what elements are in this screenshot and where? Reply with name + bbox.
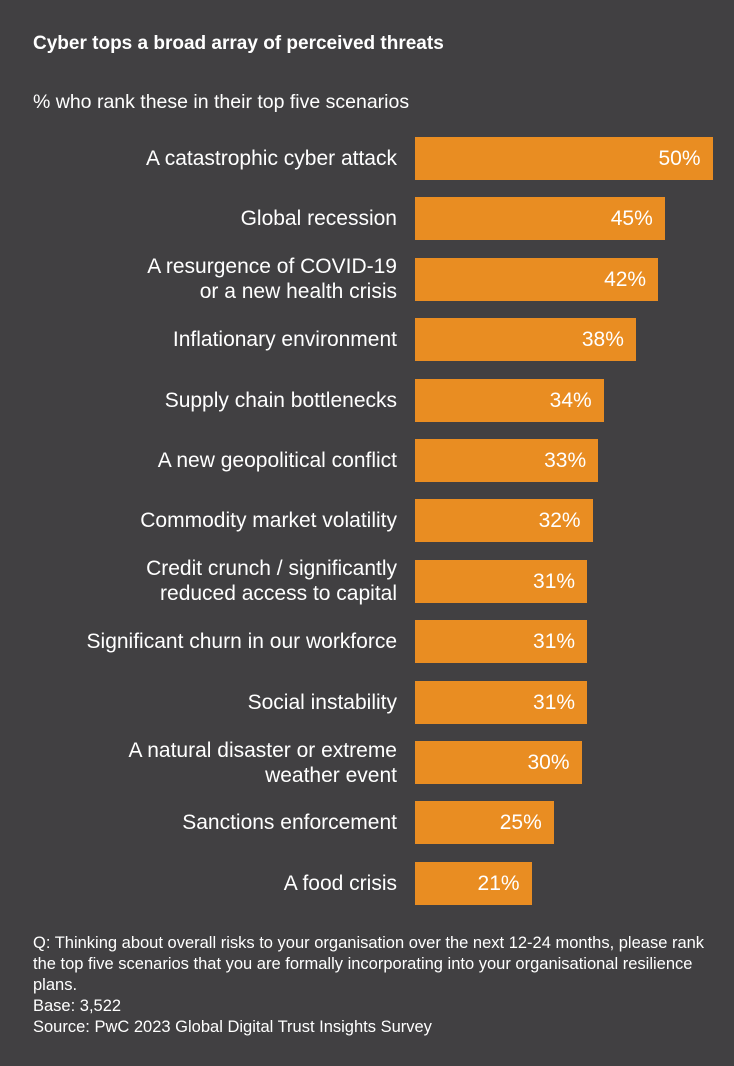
data-label: 25% bbox=[499, 811, 542, 835]
footnote-source: Source: PwC 2023 Global Digital Trust In… bbox=[33, 1018, 432, 1036]
data-label: 42% bbox=[604, 267, 647, 291]
bar-row: A resurgence of COVID-19 or a new health… bbox=[0, 255, 734, 304]
data-label: 21% bbox=[477, 871, 520, 895]
bar-row: A food crisis 21% bbox=[0, 861, 734, 905]
bar-row: A natural disaster or extreme weather ev… bbox=[0, 738, 734, 787]
bar-row: Credit crunch / significantly reduced ac… bbox=[0, 557, 734, 606]
bar: 31% bbox=[415, 680, 588, 724]
bar: 50% bbox=[415, 137, 713, 180]
bar: 42% bbox=[415, 257, 659, 301]
bar: 32% bbox=[415, 499, 593, 543]
category-label: A food crisis bbox=[283, 871, 397, 895]
chart-title: Cyber tops a broad array of perceived th… bbox=[33, 33, 444, 54]
category-label: Social instability bbox=[247, 690, 397, 714]
data-label: 31% bbox=[533, 569, 576, 593]
category-label: Significant churn in our workforce bbox=[86, 630, 397, 654]
data-label: 34% bbox=[549, 388, 592, 412]
chart-subtitle: % who rank these in their top five scena… bbox=[33, 91, 410, 113]
bar-row: Supply chain bottlenecks 34% bbox=[0, 378, 734, 422]
data-label: 31% bbox=[533, 690, 576, 714]
bar-row: Global recession 45% bbox=[0, 197, 734, 241]
category-label: A natural disaster or extreme weather ev… bbox=[128, 738, 397, 787]
footnote-question: Q: Thinking about overall risks to your … bbox=[33, 934, 705, 994]
bar-row: Significant churn in our workforce 31% bbox=[0, 620, 734, 664]
category-label: Global recession bbox=[240, 207, 397, 231]
bar-row: Commodity market volatility 32% bbox=[0, 499, 734, 543]
data-label: 31% bbox=[533, 630, 576, 654]
data-label: 38% bbox=[581, 328, 624, 352]
data-label: 45% bbox=[610, 207, 653, 231]
category-label: A catastrophic cyber attack bbox=[146, 147, 397, 170]
data-label: 30% bbox=[527, 751, 570, 774]
bar-row: A new geopolitical conflict 33% bbox=[0, 439, 734, 482]
footnote: Q: Thinking about overall risks to your … bbox=[33, 933, 723, 1038]
category-label: Sanctions enforcement bbox=[182, 811, 397, 835]
bar: 34% bbox=[415, 378, 604, 422]
data-label: 32% bbox=[538, 509, 581, 533]
bar-row: Sanctions enforcement 25% bbox=[0, 801, 734, 845]
category-label: Inflationary environment bbox=[172, 328, 397, 352]
data-label: 33% bbox=[544, 449, 587, 472]
category-label: A resurgence of COVID-19 or a new health… bbox=[147, 255, 397, 304]
footnote-base: Base: 3,522 bbox=[33, 997, 122, 1015]
category-label: Credit crunch / significantly reduced ac… bbox=[146, 557, 397, 606]
category-label: Supply chain bottlenecks bbox=[164, 388, 397, 412]
bar: 33% bbox=[415, 439, 599, 482]
bar-row: Inflationary environment 38% bbox=[0, 318, 734, 362]
bar: 25% bbox=[415, 801, 554, 845]
bar: 31% bbox=[415, 559, 588, 603]
category-label: A new geopolitical conflict bbox=[157, 449, 397, 472]
bar: 21% bbox=[415, 861, 532, 905]
bar-row: A catastrophic cyber attack 50% bbox=[0, 137, 734, 180]
data-label: 50% bbox=[658, 147, 701, 170]
bar: 45% bbox=[415, 197, 665, 241]
bar: 30% bbox=[415, 741, 582, 784]
bar: 31% bbox=[415, 620, 588, 664]
category-label: Commodity market volatility bbox=[140, 509, 397, 533]
bar: 38% bbox=[415, 318, 636, 362]
bar-row: Social instability 31% bbox=[0, 680, 734, 724]
